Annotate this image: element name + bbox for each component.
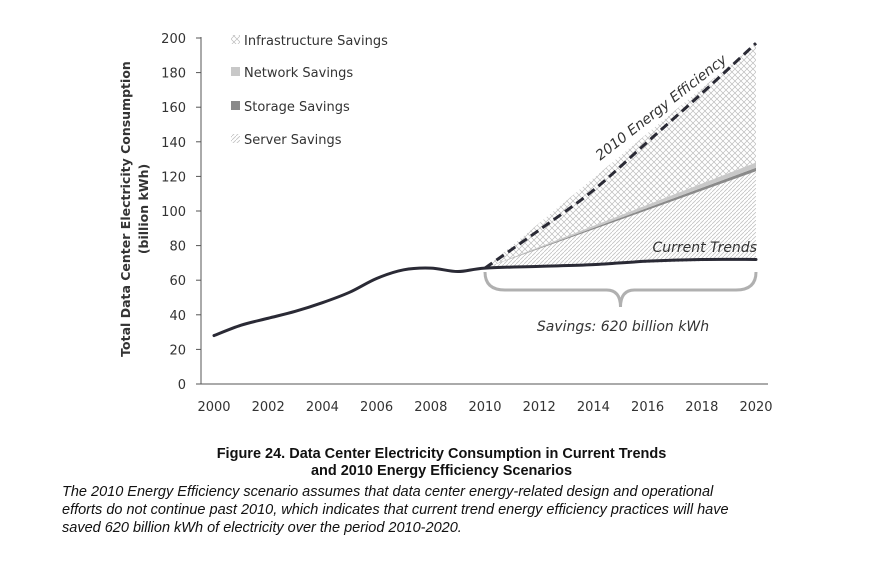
- savings-label: Savings: 620 billion kWh: [537, 319, 709, 335]
- y-tick-label: 200: [161, 32, 186, 47]
- legend-swatch-storage: [231, 101, 240, 110]
- area-server-savings: [485, 171, 756, 269]
- series-line-2010-energy-efficiency: [484, 42, 758, 270]
- x-tick-label: 2010: [468, 400, 501, 415]
- y-tick-label: 140: [161, 136, 186, 151]
- caption-line1: The 2010 Energy Efficiency scenario assu…: [62, 484, 714, 500]
- x-tick-label: 2012: [523, 400, 556, 415]
- y-axis-label: Total Data Center Electricity Consumptio…: [118, 61, 133, 357]
- x-tick-label: 2008: [414, 400, 447, 415]
- caption-line2: efforts do not continue past 2010, which…: [62, 502, 729, 518]
- x-tick-label: 2018: [685, 400, 718, 415]
- x-tick-label: 2014: [577, 400, 610, 415]
- y-tick-label: 160: [161, 101, 186, 116]
- x-tick-label: 2000: [197, 400, 230, 415]
- y-tick-label: 80: [169, 240, 186, 255]
- figure-title-line1: Figure 24. Data Center Electricity Consu…: [216, 446, 667, 462]
- x-axis-ticks: 2000 2002 2004 2006 2008 2010 2012 2014 2016 2018…: [197, 400, 772, 415]
- x-tick-label: 2016: [631, 400, 664, 415]
- legend-label-server: Server Savings: [244, 133, 342, 148]
- y-tick-label: 180: [161, 67, 186, 82]
- caption-line3: saved 620 billion kWh of electricity ove…: [62, 520, 462, 536]
- savings-brace: [483, 271, 758, 308]
- x-tick-label: 2020: [739, 400, 772, 415]
- x-tick-label: 2004: [306, 400, 339, 415]
- legend: Infrastructure Savings Network Savings S…: [231, 34, 388, 148]
- savings-areas: [485, 43, 756, 269]
- x-tick-label: 2006: [360, 400, 393, 415]
- y-tick-label: 120: [161, 170, 186, 185]
- y-tick-label: 100: [161, 205, 186, 220]
- figure-title-line2: and 2010 Energy Efficiency Scenarios: [310, 463, 573, 479]
- legend-label-infrastructure: Infrastructure Savings: [244, 34, 388, 49]
- x-tick-label: 2002: [252, 400, 285, 415]
- y-axis-ticks: 0 20 40 60 80 100 120 140 160 180 200: [161, 32, 201, 393]
- y-tick-label: 60: [169, 274, 186, 289]
- legend-swatch-server: [231, 134, 240, 143]
- y-tick-label: 20: [169, 343, 186, 358]
- legend-swatch-network: [231, 67, 240, 76]
- area-infrastructure-savings: [485, 43, 756, 269]
- trends-line-label: Current Trends: [653, 240, 757, 256]
- y-tick-label: 40: [169, 309, 186, 324]
- chart: 0 20 40 60 80 100 120 140 160 180 200 2000 2002 2004…: [118, 32, 773, 415]
- series-line-current-trends: [212, 257, 758, 338]
- legend-swatch-infrastructure: [231, 35, 240, 44]
- legend-label-network: Network Savings: [244, 66, 353, 81]
- series-lines: [212, 42, 758, 338]
- y-tick-label: 0: [178, 378, 186, 393]
- y-axis-unit: (billion kWh): [136, 164, 151, 254]
- legend-label-storage: Storage Savings: [244, 100, 350, 115]
